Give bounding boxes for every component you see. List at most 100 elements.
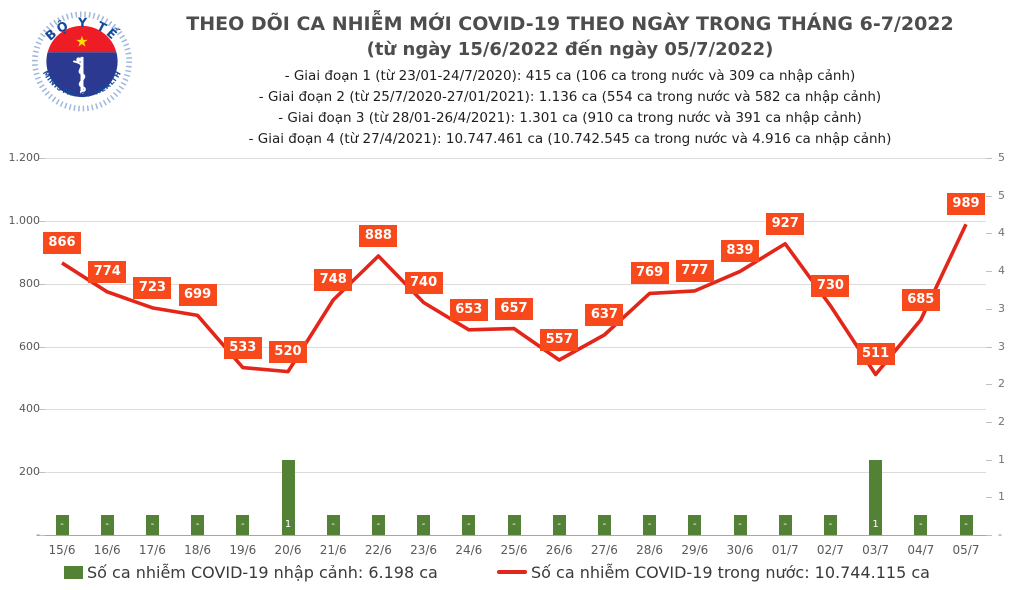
left-axis-label: 600 (19, 339, 40, 353)
chart-subtitle: (từ ngày 15/6/2022 đến ngày 05/7/2022) (366, 39, 774, 60)
point-value-label: 927 (766, 212, 805, 235)
bar (552, 515, 566, 535)
left-axis-tick (39, 535, 45, 536)
line-series-label: Số ca nhiễm COVID-19 trong nước: 10.744.… (531, 562, 930, 582)
bar-value-label: - (331, 519, 335, 530)
phase-4-line: - Giai đoạn 4 (từ 27/4/2021): 10.747.461… (248, 131, 892, 147)
right-axis-tick (986, 384, 992, 386)
bar-value-label: - (150, 519, 155, 530)
bar (326, 515, 340, 535)
bar (55, 515, 69, 535)
bar (823, 515, 837, 535)
legend-item-domestic: Số ca nhiễm COVID-19 trong nước: 10.744.… (497, 561, 930, 583)
bar-value-label: 1 (872, 519, 879, 530)
left-axis-tick (39, 158, 45, 159)
bar-value-label: - (964, 519, 968, 530)
logo-emblem: ★ (46, 25, 118, 98)
grid-line (45, 346, 986, 348)
point-value-label: 774 (88, 260, 127, 283)
bar-value-label: - (466, 519, 471, 530)
line-series-swatch (497, 570, 527, 574)
right-axis-tick (986, 158, 992, 159)
right-axis-tick (986, 195, 992, 197)
point-value-label: 511 (856, 343, 895, 366)
bar (914, 515, 928, 535)
right-axis-label: 4 (998, 226, 1005, 240)
bar-value-label: - (557, 519, 561, 530)
left-axis-label: 800 (19, 276, 40, 290)
date-label: 20/6 (274, 543, 302, 557)
left-axis-tick (39, 409, 45, 411)
bar (778, 515, 792, 535)
point-value-label: 777 (675, 259, 714, 282)
left-axis-label: 1.200 (8, 151, 41, 164)
left-axis-label: 1.000 (8, 213, 41, 227)
left-axis-tick (39, 346, 45, 348)
chart-title: THEO DÕI CA NHIỄM MỚI COVID-19 THEO NGÀY… (186, 13, 954, 35)
point-value-label: 839 (721, 240, 759, 263)
point-value-label: 740 (404, 271, 443, 294)
bar-value-label: - (738, 519, 742, 530)
right-axis-tick (986, 497, 992, 499)
date-label: 02/7 (816, 543, 844, 557)
date-label: 18/6 (184, 543, 212, 557)
bar-value-label: - (828, 519, 833, 530)
legend-item-imported: Số ca nhiễm COVID-19 nhập cảnh: 6.198 ca (64, 561, 438, 583)
left-axis-label: 400 (19, 402, 40, 416)
bar (281, 459, 295, 535)
grid-line (45, 409, 986, 411)
date-label: 26/6 (545, 543, 573, 557)
bar-value-label: - (421, 519, 426, 530)
point-value-label: 533 (223, 336, 262, 359)
bar (507, 515, 521, 535)
left-axis-label: - (36, 528, 40, 541)
right-axis-tick (986, 459, 992, 461)
bar-series-label: Số ca nhiễm COVID-19 nhập cảnh: 6.198 ca (87, 562, 438, 582)
bar (869, 459, 883, 535)
right-axis-label: 2 (998, 414, 1005, 428)
bar-value-label: - (240, 519, 245, 530)
point-value-label: 888 (359, 225, 398, 248)
grid-line (45, 220, 986, 222)
right-axis-label: 1 (998, 452, 1005, 466)
bar-value-label: - (60, 519, 64, 530)
bar-value-label: 1 (284, 519, 292, 530)
bar-value-label: - (692, 519, 697, 530)
bar-value-label: - (602, 519, 607, 530)
bar (733, 515, 747, 535)
date-label: 16/6 (93, 543, 121, 557)
bar-value-label: - (783, 519, 787, 530)
phase-1-line: - Giai đoạn 1 (từ 23/01-24/7/2020): 415 … (284, 68, 856, 84)
date-label: 04/7 (907, 543, 935, 557)
point-value-label: 657 (495, 297, 533, 320)
snake-head (76, 57, 81, 63)
date-label: 15/6 (48, 543, 76, 557)
asclepius-snake-icon (72, 60, 86, 93)
bar (191, 515, 205, 535)
date-label: 22/6 (364, 543, 392, 557)
bar-value-label: - (647, 519, 652, 530)
bar (597, 515, 611, 535)
bar (643, 515, 657, 535)
left-axis-tick (39, 472, 45, 474)
point-value-label: 866 (43, 231, 81, 254)
date-label: 19/6 (229, 543, 257, 557)
date-label: 23/6 (410, 543, 438, 557)
point-value-label: 653 (449, 298, 488, 321)
date-label: 01/7 (771, 543, 799, 557)
point-value-label: 989 (947, 193, 985, 216)
bar-value-label: - (195, 519, 200, 530)
bar (100, 515, 114, 535)
left-axis-label: 200 (19, 465, 40, 479)
right-axis-label: 1 (998, 490, 1005, 504)
bar (959, 515, 973, 535)
bar-value-label: - (105, 519, 109, 530)
point-value-label: 723 (133, 276, 172, 299)
date-label: 27/6 (590, 543, 618, 557)
right-axis-label: 5 (998, 188, 1005, 202)
right-axis-tick (986, 308, 992, 310)
point-value-label: 520 (269, 340, 307, 363)
point-value-label: 748 (314, 269, 353, 291)
point-value-label: 557 (540, 329, 579, 351)
grid-line (45, 535, 986, 536)
